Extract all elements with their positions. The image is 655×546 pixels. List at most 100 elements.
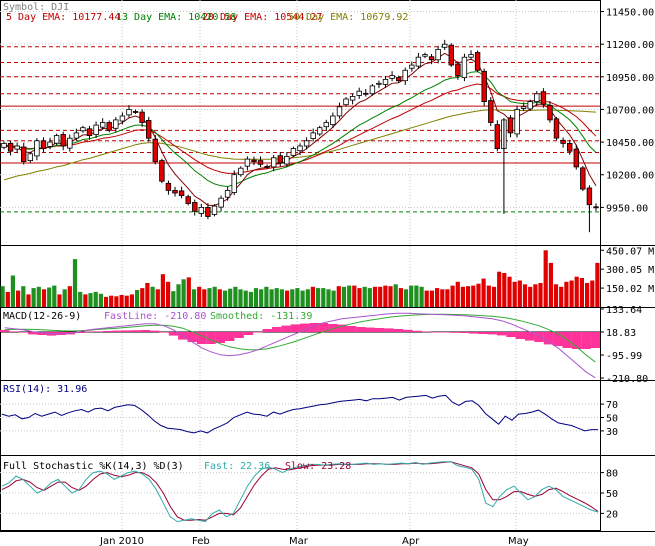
candle-up [67, 137, 73, 149]
macd-histogram-bar [93, 331, 104, 332]
candle-down [395, 77, 402, 82]
candle-up [218, 197, 224, 208]
macd-histogram-bar [393, 329, 404, 332]
volume-bar [553, 284, 559, 307]
stoch-slow-line [1, 461, 599, 521]
price-tick-label: 10450.00 [606, 138, 654, 149]
macd-histogram-bar [18, 332, 29, 333]
macd-histogram-bar [271, 327, 282, 332]
candle-down [540, 91, 547, 105]
ema20-line [3, 83, 597, 174]
candle-up [343, 98, 349, 106]
x-axis-label: May [508, 536, 529, 546]
volume-bar [103, 296, 109, 307]
volume-bar [119, 295, 124, 307]
macd-histogram-bar [103, 331, 113, 332]
candle-up [80, 127, 86, 132]
macd-histogram-bar [206, 332, 216, 344]
candle-up [461, 56, 468, 79]
candle-down [165, 182, 172, 191]
candle-down [488, 100, 494, 123]
volume-bar [16, 290, 21, 307]
legend-entry: 13 Day EMA: 10420.58 [116, 12, 236, 23]
price-tick-label: 10950.00 [606, 73, 654, 84]
candle-up [402, 69, 408, 82]
candle-up [409, 64, 415, 69]
candle-down [494, 124, 500, 149]
volume-bar [72, 259, 78, 307]
candle-down [132, 111, 139, 113]
candle-down [448, 44, 454, 66]
macd-histogram-bar [262, 329, 272, 332]
volume-bar [191, 289, 197, 307]
volume-bar [331, 290, 336, 307]
volume-bar [497, 271, 502, 307]
macd-histogram-bar [150, 330, 160, 332]
candle-down [106, 122, 112, 131]
candle-down [363, 92, 369, 95]
volume-bar [486, 285, 491, 307]
volume-bar [186, 277, 191, 307]
macd-histogram-bar [75, 332, 85, 333]
volume-bar [78, 291, 83, 307]
price-y-ticks: 11450.00 11200.00 10950.00 10700.00 10450.00… [600, 8, 654, 214]
x-axis-labels: Jan 2010 Feb Mar Apr May [99, 536, 529, 546]
volume-bar [135, 290, 140, 307]
candle-up [369, 85, 376, 95]
volume-bar [88, 293, 93, 307]
macd-histogram-bar [253, 332, 263, 333]
macd-tick-label: 133.64 [606, 305, 642, 316]
volume-tick-label: 450.07 M [606, 246, 654, 257]
candle-down [547, 104, 553, 121]
macd-histogram-bar [450, 332, 460, 333]
volume-bar [67, 286, 72, 307]
x-axis-label: Mar [289, 536, 309, 546]
volume-bar [176, 284, 181, 307]
volume-bar [295, 288, 300, 307]
volume-bar [155, 289, 160, 307]
candle-up [422, 54, 428, 57]
candle-up [323, 122, 329, 128]
volume-bar [528, 286, 533, 307]
candle-up [349, 96, 356, 101]
volume-bar [445, 289, 450, 307]
macd-histogram-bar [571, 332, 582, 349]
volume-bar [129, 294, 134, 307]
legend-entry: 5 Day EMA: 10177.44 [6, 12, 120, 23]
candle-down [145, 120, 152, 139]
macd-histogram-bar [440, 332, 450, 333]
macd-tick-label: -95.99 [606, 351, 642, 362]
rsi-tick-label: 30 [606, 427, 618, 438]
volume-bar [466, 286, 471, 307]
volume-bar [285, 290, 290, 307]
macd-histogram-bar [525, 332, 535, 341]
volume-bar [5, 291, 10, 307]
macd-histogram-bar [300, 323, 310, 332]
volume-bar [83, 294, 88, 307]
macd-histogram-bar [421, 331, 432, 333]
candle-up [290, 148, 297, 156]
volume-bar [197, 286, 202, 307]
volume-bar [279, 289, 284, 307]
candle-down [264, 165, 270, 168]
macd-histogram-bar [84, 331, 94, 333]
volume-bar [41, 289, 47, 307]
volume-bar [124, 295, 129, 307]
volume-bar [181, 279, 186, 307]
volume-bar [0, 286, 5, 307]
candle-up [100, 122, 106, 128]
candle-down [139, 111, 145, 123]
stoch-header: Full Stochastic %K(14,3) %D(3) [3, 461, 184, 472]
volume-bar [372, 286, 378, 307]
volume-bar [207, 288, 212, 307]
volume-bar [522, 284, 528, 307]
volume-bar [512, 281, 517, 307]
volume-bar [228, 288, 233, 307]
macd-histogram-bar [534, 332, 544, 342]
volume-bar [595, 262, 600, 307]
macd-histogram-bar [346, 326, 357, 332]
volume-bar [502, 273, 507, 307]
volume-bar [21, 286, 26, 307]
volume-bar [248, 291, 253, 307]
